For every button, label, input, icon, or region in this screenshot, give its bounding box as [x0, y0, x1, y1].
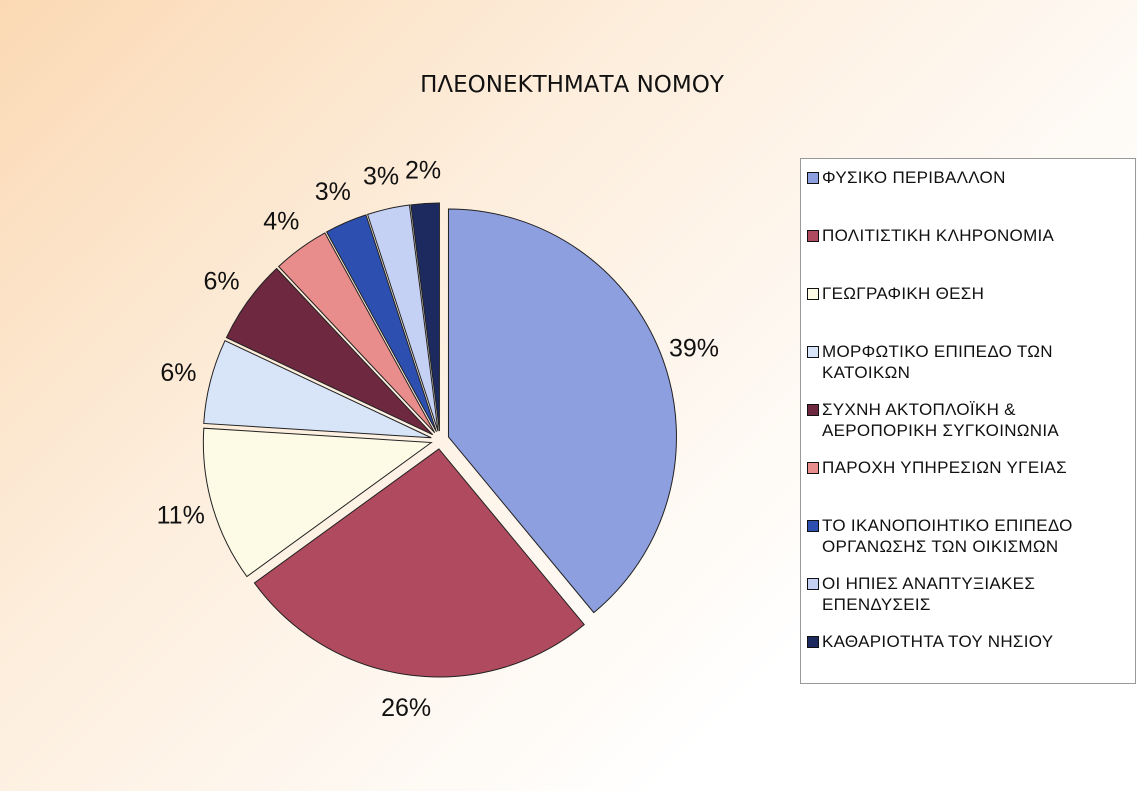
legend-label: ΓΕΩΓΡΑΦΙΚΗ ΘΕΣΗ: [822, 284, 985, 303]
legend-label: ΤΟ ΙΚΑΝΟΠΟΙΗΤΙΚΟ ΕΠΙΠΕΔΟ ΟΡΓΑΝΩΣΗΣ ΤΩΝ Ο…: [822, 516, 1073, 556]
legend-label: ΣΥΧΝΗ ΑΚΤΟΠΛΟΪΚΗ & ΑΕΡΟΠΟΡΙΚΗ ΣΥΓΚΟΙΝΩΝΙ…: [822, 400, 1060, 440]
legend-item: ΤΟ ΙΚΑΝΟΠΟΙΗΤΙΚΟ ΕΠΙΠΕΔΟ ΟΡΓΑΝΩΣΗΣ ΤΩΝ Ο…: [807, 515, 1135, 573]
legend-swatch: [807, 520, 819, 532]
legend-item: ΠΟΛΙΤΙΣΤΙΚΗ ΚΛΗΡΟΝΟΜΙΑ: [807, 225, 1135, 283]
pie-slice: [203, 340, 432, 439]
pie-slice: [366, 204, 439, 432]
legend-item: ΣΥΧΝΗ ΑΚΤΟΠΛΟΪΚΗ & ΑΕΡΟΠΟΡΙΚΗ ΣΥΓΚΟΙΝΩΝΙ…: [807, 399, 1135, 457]
legend-item: ΠΑΡΟΧΗ ΥΠΗΡΕΣΙΩΝ ΥΓΕΙΑΣ: [807, 457, 1135, 515]
slice-label: 2%: [405, 157, 441, 185]
pie-slice: [277, 232, 436, 434]
pie-slice: [253, 448, 585, 678]
pie-slice: [447, 208, 677, 614]
legend-item: ΚΑΘΑΡΙΟΤΗΤΑ ΤΟΥ ΝΗΣΙΟΥ: [807, 631, 1135, 689]
legend-swatch: [807, 578, 819, 590]
legend-swatch: [807, 172, 819, 184]
legend: ΦΥΣΙΚΟ ΠΕΡΙΒΑΛΛΟΝ ΠΟΛΙΤΙΣΤΙΚΗ ΚΛΗΡΟΝΟΜΙΑ Γ…: [800, 158, 1136, 684]
slice-label: 11%: [157, 501, 205, 529]
legend-item: ΦΥΣΙΚΟ ΠΕΡΙΒΑΛΛΟΝ: [807, 167, 1135, 225]
legend-swatch: [807, 230, 819, 242]
slice-label: 3%: [315, 178, 351, 206]
legend-item: ΓΕΩΓΡΑΦΙΚΗ ΘΕΣΗ: [807, 283, 1135, 341]
slice-label: 6%: [160, 359, 196, 387]
pie-slice: [410, 202, 440, 432]
legend-label: ΠΑΡΟΧΗ ΥΠΗΡΕΣΙΩΝ ΥΓΕΙΑΣ: [822, 458, 1067, 477]
legend-item: ΜΟΡΦΩΤΙΚΟ ΕΠΙΠΕΔΟ ΤΩΝ ΚΑΤΟΙΚΩΝ: [807, 341, 1135, 399]
legend-swatch: [807, 636, 819, 648]
slice-label: 4%: [263, 208, 299, 236]
legend-swatch: [807, 462, 819, 474]
legend-item: ΟΙ ΗΠΙΕΣ ΑΝΑΠΤΥΞΙΑΚΕΣ ΕΠΕΝΔΥΣΕΙΣ: [807, 573, 1135, 631]
chart-title: ΠΛΕΟΝΕΚΤΗΜΑΤΑ ΝΟΜΟΥ: [420, 72, 725, 98]
pie-slice: [202, 427, 433, 578]
pie-slice: [325, 214, 437, 432]
legend-label: ΠΟΛΙΤΙΣΤΙΚΗ ΚΛΗΡΟΝΟΜΙΑ: [822, 226, 1055, 245]
legend-label: ΟΙ ΗΠΙΕΣ ΑΝΑΠΤΥΞΙΑΚΕΣ ΕΠΕΝΔΥΣΕΙΣ: [822, 574, 1036, 614]
legend-label: ΚΑΘΑΡΙΟΤΗΤΑ ΤΟΥ ΝΗΣΙΟΥ: [822, 632, 1054, 651]
pie-slice: [225, 267, 434, 436]
slice-label: 39%: [669, 335, 719, 363]
legend-swatch: [807, 346, 819, 358]
legend-label: ΦΥΣΙΚΟ ΠΕΡΙΒΑΛΛΟΝ: [822, 168, 1006, 187]
legend-swatch: [807, 404, 819, 416]
legend-swatch: [807, 288, 819, 300]
slice-label: 3%: [363, 163, 399, 191]
slice-label: 26%: [381, 694, 431, 722]
legend-label: ΜΟΡΦΩΤΙΚΟ ΕΠΙΠΕΔΟ ΤΩΝ ΚΑΤΟΙΚΩΝ: [822, 342, 1053, 382]
slice-label: 6%: [203, 267, 239, 295]
